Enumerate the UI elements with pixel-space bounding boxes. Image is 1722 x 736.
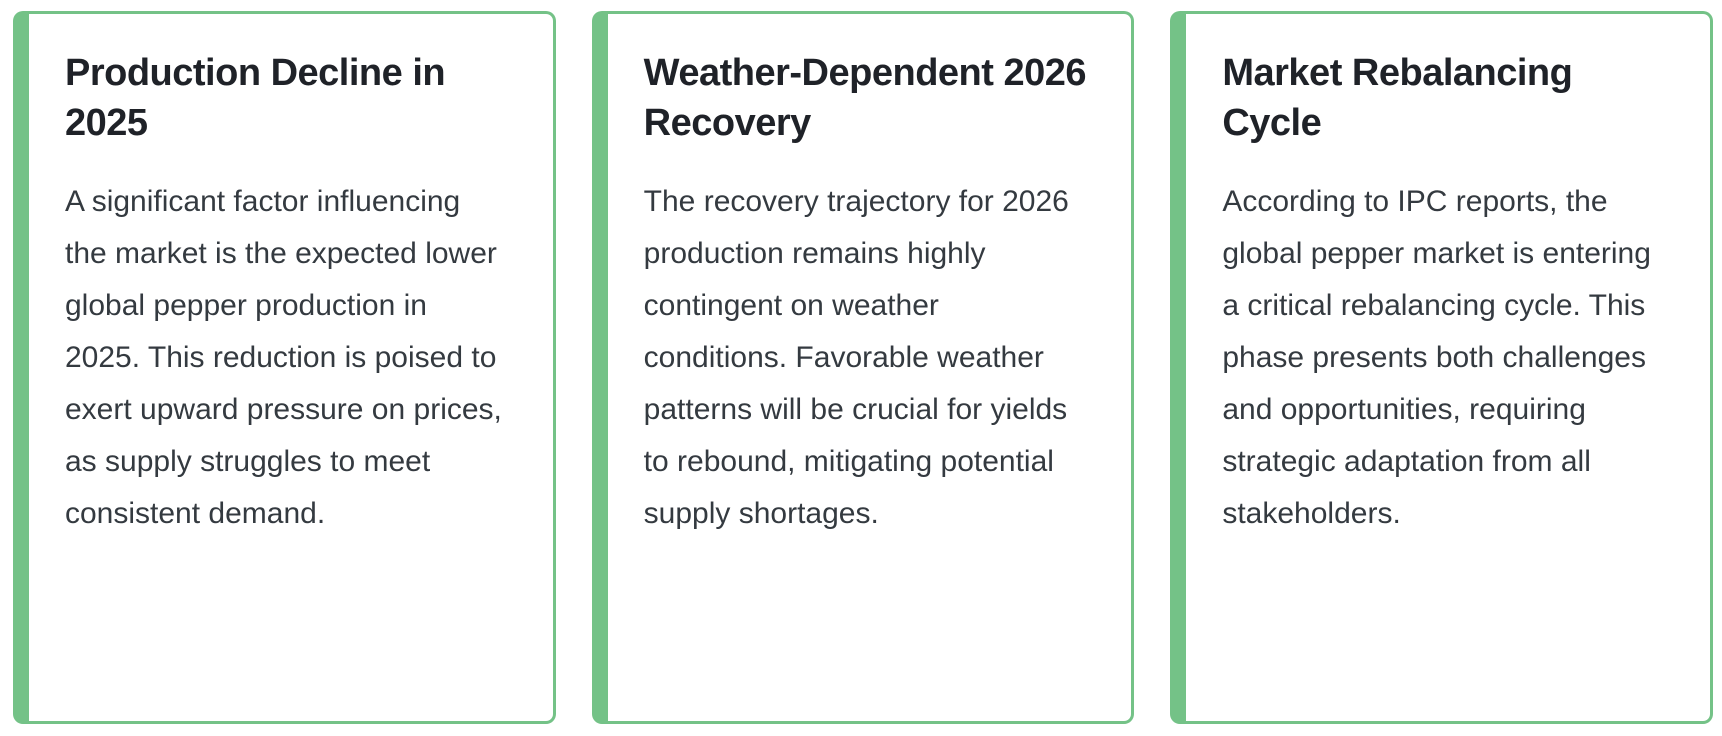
card-title: Market Rebalancing Cycle bbox=[1222, 52, 1573, 144]
card-production-decline: Production Decline in 2025 A significant… bbox=[13, 11, 556, 724]
card-body: The recovery trajectory for 2026 product… bbox=[643, 185, 1069, 530]
card-title: Weather-Dependent 2026 Recovery bbox=[643, 52, 1087, 144]
card-body: A significant factor influencing the mar… bbox=[65, 185, 502, 530]
card-title: Production Decline in 2025 bbox=[65, 52, 446, 144]
card-weather-recovery: Weather-Dependent 2026 Recovery The reco… bbox=[591, 11, 1135, 724]
card-body: According to IPC reports, the global pep… bbox=[1222, 185, 1651, 530]
card-market-rebalancing: Market Rebalancing Cycle According to IP… bbox=[1170, 11, 1714, 724]
